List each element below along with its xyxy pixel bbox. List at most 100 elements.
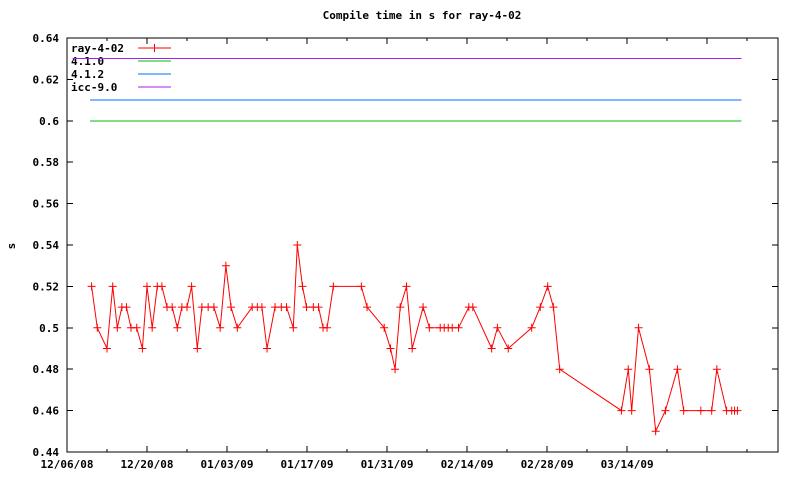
y-tick-label: 0.5 <box>39 322 59 335</box>
legend-label: 4.1.2 <box>71 68 104 81</box>
y-tick-label: 0.6 <box>39 115 59 128</box>
data-point-ray-4-02 <box>168 303 177 312</box>
legend-sample-marker <box>150 44 159 52</box>
x-tick-label: 12/06/08 <box>41 458 94 471</box>
data-point-ray-4-02 <box>408 344 417 353</box>
legend-row-4-1-2: 4.1.2 <box>71 68 171 81</box>
data-point-ray-4-02 <box>712 365 721 374</box>
y-tick-label: 0.52 <box>33 280 60 293</box>
data-point-ray-4-02 <box>157 282 166 291</box>
data-point-ray-4-02 <box>617 406 626 415</box>
data-point-ray-4-02 <box>148 323 157 332</box>
data-point-ray-4-02 <box>282 303 291 312</box>
data-point-ray-4-02 <box>733 406 742 415</box>
y-tick-label: 0.56 <box>33 198 60 211</box>
data-point-ray-4-02 <box>293 241 302 249</box>
y-axis-label: s <box>5 243 18 250</box>
data-point-ray-4-02 <box>536 303 545 312</box>
data-point-ray-4-02 <box>543 282 552 291</box>
legend-row-4-1-0: 4.1.0 <box>71 55 171 68</box>
data-point-ray-4-02 <box>549 303 558 312</box>
data-point-ray-4-02 <box>493 323 502 332</box>
data-point-ray-4-02 <box>302 303 311 312</box>
data-point-ray-4-02 <box>673 365 682 374</box>
data-point-ray-4-02 <box>380 323 389 332</box>
x-tick-label: 02/28/09 <box>521 458 574 471</box>
data-point-ray-4-02 <box>87 282 96 291</box>
axes-layer: 0.44 0.46 0.48 0.5 0.52 0.54 0.56 0.58 0.6 0.62 0.… <box>33 32 779 471</box>
data-point-ray-4-02 <box>93 323 102 332</box>
y-tick-label: 0.54 <box>33 239 60 252</box>
data-point-ray-4-02 <box>103 344 112 353</box>
y-tick-label: 0.58 <box>33 156 60 169</box>
data-point-ray-4-02 <box>651 427 660 436</box>
x-tick-label: 03/14/09 <box>601 458 654 471</box>
data-point-ray-4-02 <box>132 323 141 332</box>
legend-row-ray-4-02: ray-4-02 <box>71 42 171 55</box>
legend-row-icc-9-0: icc-9.0 <box>71 81 171 94</box>
data-point-ray-4-02 <box>233 323 242 332</box>
legend-label: icc-9.0 <box>71 81 117 94</box>
data-point-ray-4-02 <box>386 344 395 353</box>
data-point-ray-4-02 <box>122 303 131 312</box>
x-tick-label: 01/31/09 <box>361 458 414 471</box>
data-point-ray-4-02 <box>504 344 513 353</box>
data-point-ray-4-02 <box>357 282 366 291</box>
data-point-ray-4-02 <box>289 323 298 332</box>
data-point-ray-4-02 <box>487 344 496 353</box>
data-point-ray-4-02 <box>468 303 477 312</box>
data-point-ray-4-02 <box>527 323 536 332</box>
data-point-ray-4-02 <box>419 303 428 312</box>
data-point-ray-4-02 <box>108 282 117 291</box>
data-point-ray-4-02 <box>454 323 463 332</box>
x-tick-label: 01/03/09 <box>201 458 254 471</box>
data-point-ray-4-02 <box>634 323 643 332</box>
y-tick-label: 0.48 <box>33 363 60 376</box>
data-point-ray-4-02 <box>221 261 230 270</box>
data-point-ray-4-02 <box>555 365 564 374</box>
data-point-ray-4-02 <box>298 282 307 291</box>
data-point-ray-4-02 <box>314 303 323 312</box>
data-point-ray-4-02 <box>645 365 654 374</box>
data-point-ray-4-02 <box>391 365 400 374</box>
data-point-ray-4-02 <box>627 406 636 415</box>
data-point-ray-4-02 <box>227 303 236 312</box>
y-tick-label: 0.44 <box>33 446 60 459</box>
data-point-ray-4-02 <box>183 303 192 312</box>
x-tick-label: 01/17/09 <box>281 458 334 471</box>
data-point-ray-4-02 <box>138 344 147 353</box>
series-layer <box>72 58 742 436</box>
x-tick-label: 12/20/08 <box>121 458 174 471</box>
data-point-ray-4-02 <box>363 303 372 312</box>
data-point-ray-4-02 <box>425 323 434 332</box>
data-point-ray-4-02 <box>209 303 218 312</box>
y-tick-label: 0.62 <box>33 73 60 86</box>
series-line-ray-4-02 <box>91 244 738 434</box>
data-point-ray-4-02 <box>323 323 332 332</box>
data-point-ray-4-02 <box>329 282 338 291</box>
data-point-ray-4-02 <box>707 406 716 415</box>
data-point-ray-4-02 <box>187 282 196 291</box>
data-point-ray-4-02 <box>624 365 633 374</box>
data-point-ray-4-02 <box>661 406 670 415</box>
data-point-ray-4-02 <box>257 303 266 312</box>
x-tick-label: 02/14/09 <box>441 458 494 471</box>
data-point-ray-4-02 <box>173 323 182 332</box>
data-point-ray-4-02 <box>263 344 272 353</box>
legend-label: 4.1.0 <box>71 55 104 68</box>
data-point-ray-4-02 <box>193 344 202 353</box>
data-point-ray-4-02 <box>216 323 225 332</box>
data-point-ray-4-02 <box>696 406 705 415</box>
chart-title: Compile time in s for ray-4-02 <box>323 9 522 22</box>
y-tick-label: 0.64 <box>33 32 60 45</box>
y-tick-label: 0.46 <box>33 405 60 418</box>
data-point-ray-4-02 <box>143 282 152 291</box>
data-point-ray-4-02 <box>402 282 411 291</box>
legend-label: ray-4-02 <box>71 42 124 55</box>
data-point-ray-4-02 <box>396 303 405 312</box>
data-point-ray-4-02 <box>113 323 122 332</box>
data-point-ray-4-02 <box>679 406 688 415</box>
